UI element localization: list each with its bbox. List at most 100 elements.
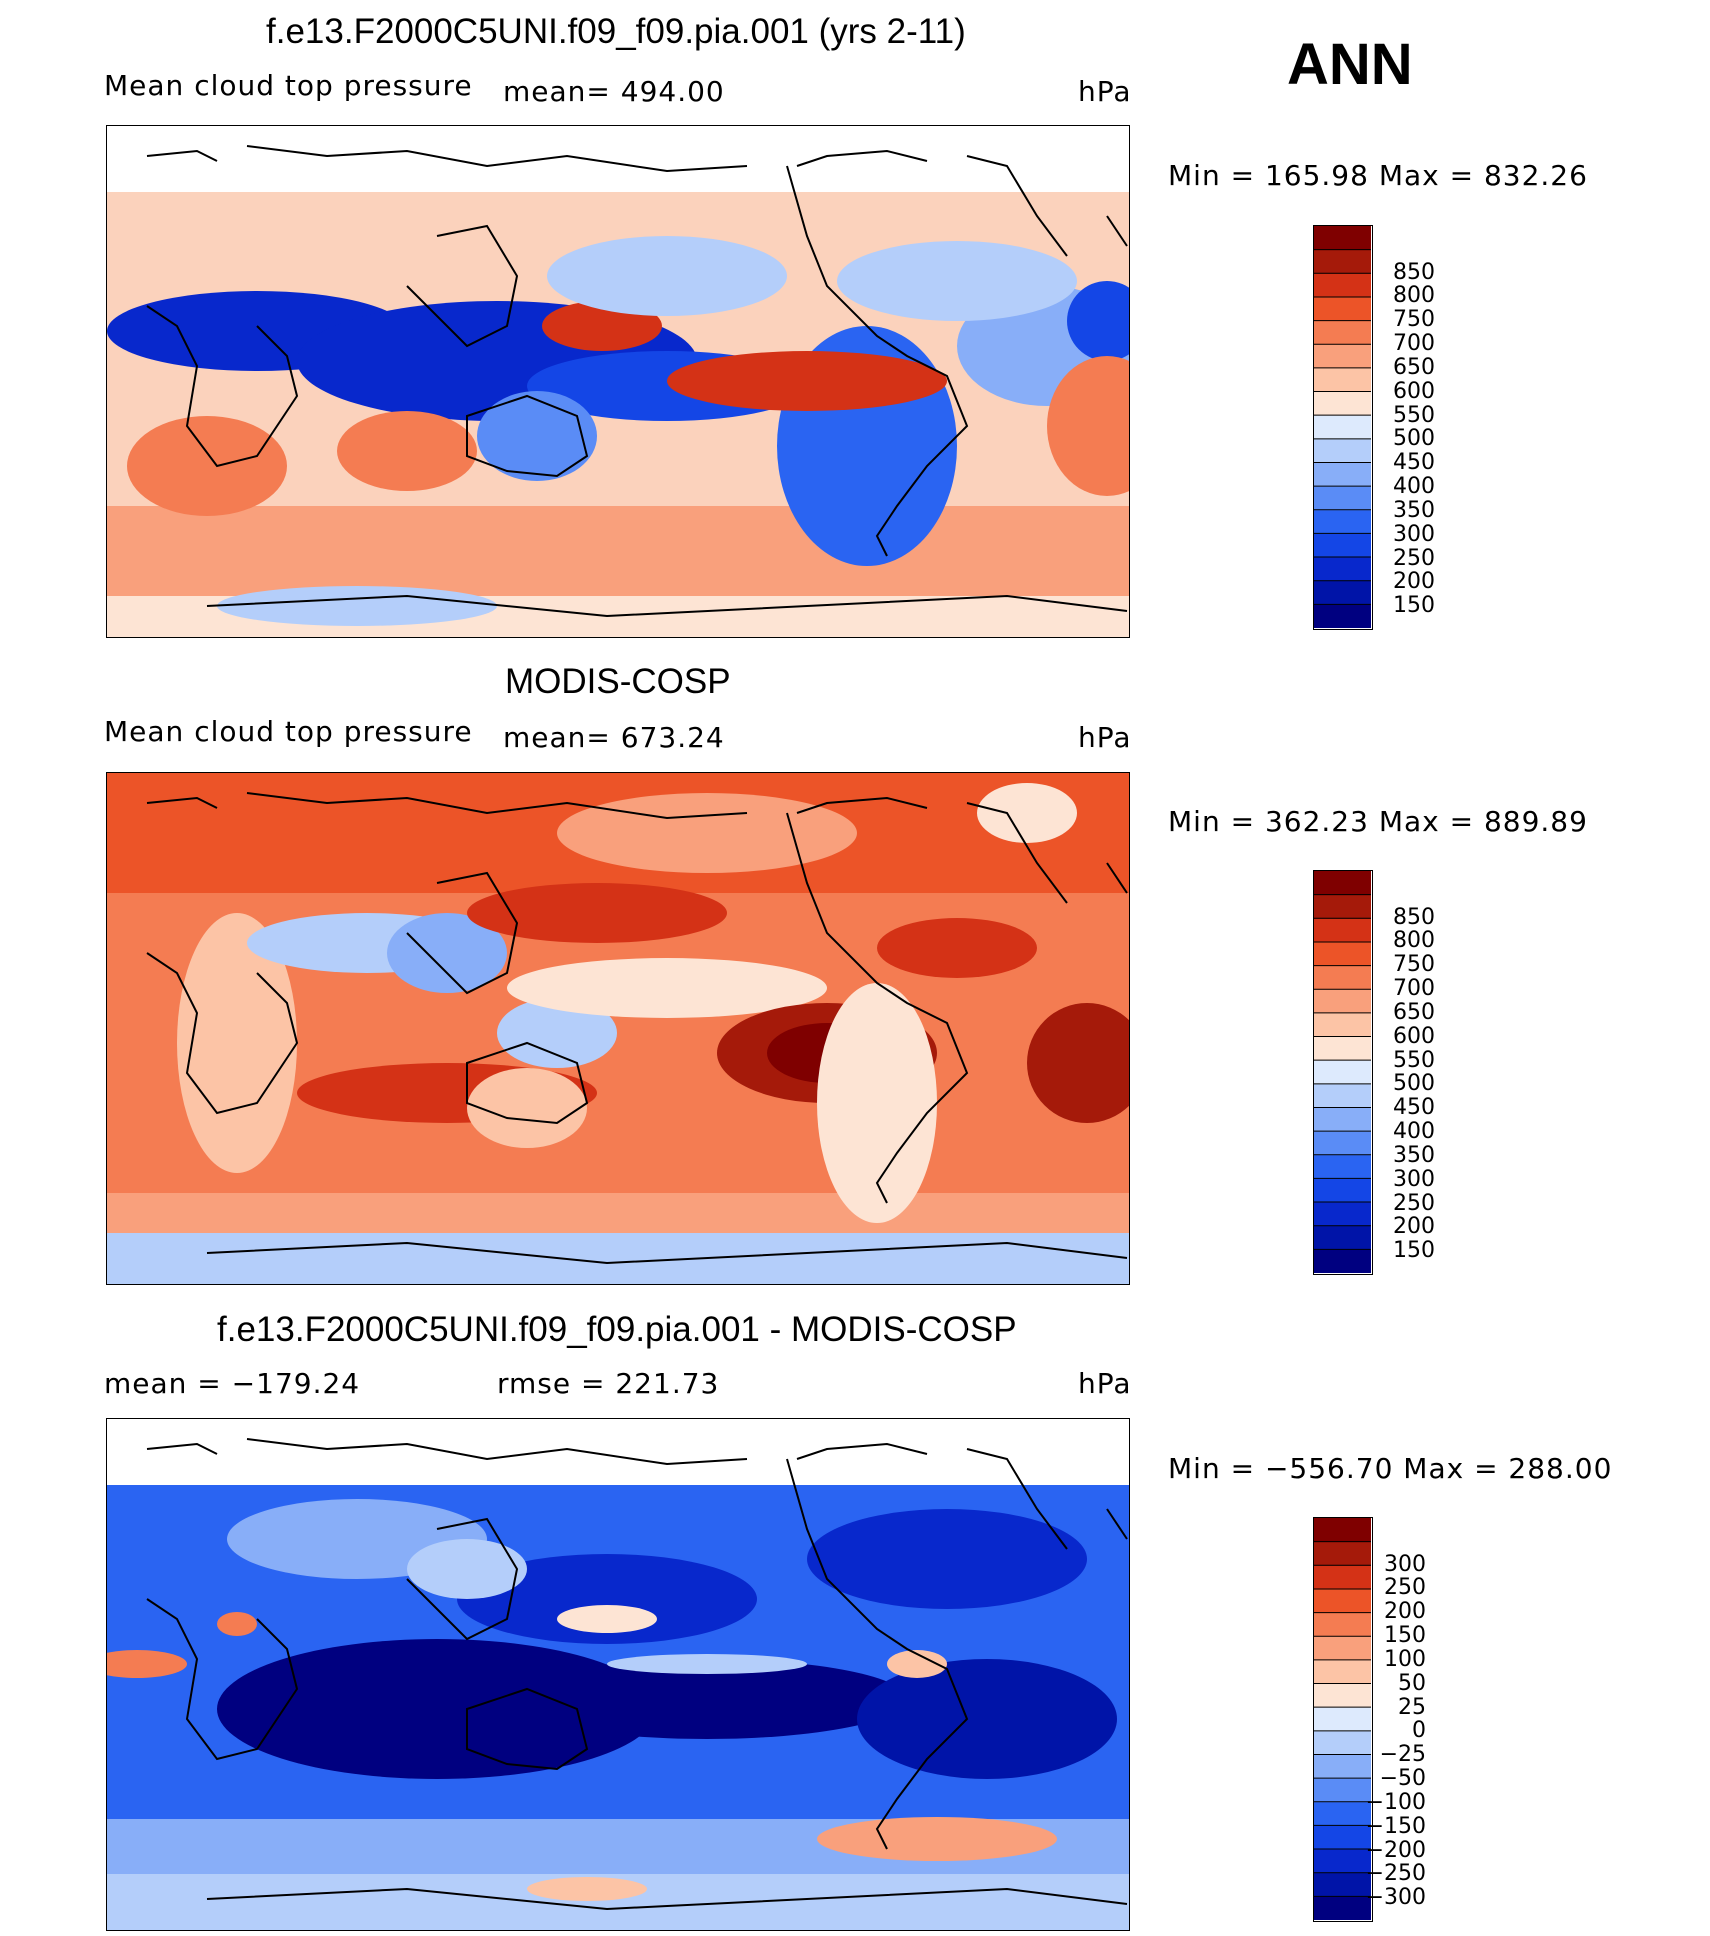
colorbar-swatch <box>1314 1225 1371 1250</box>
colorbar-tick-label: 350 <box>1393 1142 1435 1168</box>
season-label: ANN <box>1287 32 1413 97</box>
panel1-units-label: hPa <box>1078 75 1132 108</box>
colorbar-tick-label: −50 <box>1379 1766 1426 1792</box>
colorbar-swatch <box>1314 1036 1371 1061</box>
colorbar-tick-label: −25 <box>1379 1742 1426 1768</box>
colorbar-swatch <box>1314 249 1371 274</box>
colorbar-swatch <box>1314 486 1371 511</box>
colorbar-swatch <box>1314 296 1371 322</box>
colorbar-swatch <box>1314 894 1371 919</box>
colorbar-tick-label: 25 <box>1398 1694 1426 1720</box>
panel2-heatmap <box>107 773 1129 1284</box>
colorbar-tick-label: 200 <box>1393 569 1435 595</box>
colorbar-swatch <box>1314 1896 1371 1920</box>
colorbar-tick-label: 750 <box>1393 952 1435 978</box>
colorbar-swatch <box>1314 1541 1371 1566</box>
colorbar-swatch <box>1314 1778 1371 1803</box>
colorbar-swatch <box>1314 604 1371 628</box>
panel3-rmse-label: rmse = 221.73 <box>497 1367 720 1400</box>
panel3-title: f.e13.F2000C5UNI.f09_f09.pia.001 - MODIS… <box>217 1310 1017 1349</box>
colorbar-tick-label: 650 <box>1393 354 1435 380</box>
colorbar-swatch <box>1314 273 1371 298</box>
colorbar-swatch <box>1314 1565 1371 1590</box>
colorbar-tick-label: −100 <box>1365 1789 1426 1815</box>
colorbar-tick-label: 150 <box>1393 1238 1435 1264</box>
colorbar-tick-label: 50 <box>1398 1670 1426 1696</box>
panel2-units-label: hPa <box>1078 721 1132 754</box>
colorbar-swatch <box>1314 580 1371 605</box>
panel3-units-label: hPa <box>1078 1367 1132 1400</box>
colorbar-swatch <box>1314 1683 1371 1708</box>
colorbar-swatch <box>1314 1588 1371 1614</box>
colorbar-tick-label: 450 <box>1393 1095 1435 1121</box>
colorbar-tick-label: 700 <box>1393 976 1435 1002</box>
colorbar-swatch <box>1314 1754 1371 1779</box>
panel2-title: MODIS-COSP <box>505 662 731 701</box>
colorbar-swatch <box>1314 989 1371 1014</box>
colorbar-tick-label: 300 <box>1393 1166 1435 1192</box>
colorbar-tick-label: 600 <box>1393 1023 1435 1049</box>
colorbar-tick-label: 700 <box>1393 331 1435 357</box>
colorbar-swatch <box>1314 871 1371 896</box>
colorbar-tick-label: −150 <box>1365 1813 1426 1839</box>
colorbar-swatch <box>1314 320 1371 345</box>
colorbar-swatch <box>1314 1707 1371 1732</box>
panel1-mean-label: mean= 494.00 <box>503 75 725 108</box>
panel1-map <box>106 125 1130 638</box>
colorbar-tick-label: −200 <box>1365 1837 1426 1863</box>
colorbar-swatch <box>1314 1202 1371 1227</box>
panel2-variable-label: Mean cloud top pressure <box>104 715 473 748</box>
colorbar-tick-label: 350 <box>1393 497 1435 523</box>
colorbar-swatch <box>1314 226 1371 251</box>
colorbar-tick-label: 800 <box>1393 283 1435 309</box>
colorbar-tick-label: 550 <box>1393 402 1435 428</box>
colorbar-swatch <box>1314 965 1371 990</box>
colorbar-tick-label: 200 <box>1384 1599 1426 1625</box>
colorbar-tick-label: 750 <box>1393 307 1435 333</box>
colorbar-tick-label: 400 <box>1393 474 1435 500</box>
colorbar-swatch <box>1314 509 1371 534</box>
panel3-colorbar <box>1313 1517 1373 1922</box>
colorbar-tick-label: 450 <box>1393 450 1435 476</box>
panel3-heatmap <box>107 1419 1129 1930</box>
colorbar-swatch <box>1314 1801 1371 1826</box>
colorbar-tick-label: 300 <box>1393 521 1435 547</box>
panel2-colorbar-swatches <box>1314 871 1371 1273</box>
colorbar-swatch <box>1314 1178 1371 1203</box>
colorbar-tick-label: 800 <box>1393 928 1435 954</box>
panel1-colorbar <box>1313 225 1373 630</box>
colorbar-swatch <box>1314 1107 1371 1132</box>
colorbar-tick-label: 550 <box>1393 1047 1435 1073</box>
colorbar-tick-label: 250 <box>1393 545 1435 571</box>
colorbar-swatch <box>1314 941 1371 967</box>
colorbar-tick-label: 150 <box>1384 1623 1426 1649</box>
panel2-colorbar <box>1313 870 1373 1275</box>
panel3-colorbar-swatches <box>1314 1518 1371 1920</box>
colorbar-swatch <box>1314 1060 1371 1085</box>
colorbar-swatch <box>1314 415 1371 440</box>
colorbar-tick-label: 600 <box>1393 378 1435 404</box>
panel1-minmax-label: Min = 165.98 Max = 832.26 <box>1168 159 1588 192</box>
colorbar-tick-label: 250 <box>1384 1575 1426 1601</box>
panel2-map <box>106 772 1130 1285</box>
colorbar-swatch <box>1314 1012 1371 1038</box>
colorbar-swatch <box>1314 533 1371 558</box>
colorbar-swatch <box>1314 1612 1371 1637</box>
colorbar-swatch <box>1314 367 1371 393</box>
colorbar-swatch <box>1314 1872 1371 1897</box>
colorbar-tick-label: 100 <box>1384 1646 1426 1672</box>
colorbar-swatch <box>1314 918 1371 943</box>
colorbar-swatch <box>1314 391 1371 416</box>
panel2-mean-label: mean= 673.24 <box>503 721 725 754</box>
colorbar-swatch <box>1314 1825 1371 1850</box>
colorbar-tick-label: 400 <box>1393 1119 1435 1145</box>
colorbar-tick-label: 500 <box>1393 426 1435 452</box>
colorbar-tick-label: 650 <box>1393 999 1435 1025</box>
panel3-map <box>106 1418 1130 1931</box>
colorbar-tick-label: 200 <box>1393 1214 1435 1240</box>
colorbar-tick-label: 850 <box>1393 259 1435 285</box>
panel3-mean-label: mean = −179.24 <box>104 1367 361 1400</box>
panel1-variable-label: Mean cloud top pressure <box>104 69 473 102</box>
panel1-title: f.e13.F2000C5UNI.f09_f09.pia.001 (yrs 2-… <box>266 12 966 51</box>
colorbar-swatch <box>1314 1730 1371 1755</box>
